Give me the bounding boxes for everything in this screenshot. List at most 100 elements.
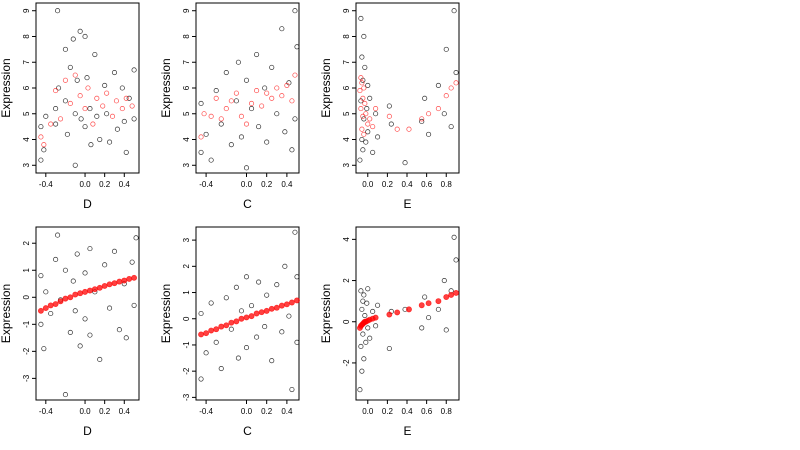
data-point	[48, 310, 54, 317]
x-tick-label: 0.4	[119, 180, 131, 189]
y-axis-title: Expression	[319, 284, 333, 343]
data-point	[218, 323, 225, 330]
y-tick-label: 1	[182, 290, 191, 295]
data-point	[357, 387, 363, 393]
data-point	[288, 299, 295, 306]
data-point	[269, 358, 275, 364]
data-point	[263, 307, 270, 314]
y-tick-label: 7	[342, 59, 351, 64]
y-tick-label: 2	[22, 240, 31, 245]
y-tick-label: 8	[22, 34, 31, 39]
data-point	[43, 113, 49, 119]
data-point	[213, 88, 219, 94]
y-tick-label: -1	[182, 341, 191, 349]
data-point	[238, 308, 244, 314]
data-point	[62, 77, 68, 83]
data-point	[273, 304, 280, 311]
data-point	[425, 300, 432, 307]
data-point	[422, 294, 428, 300]
data-point	[254, 334, 260, 340]
data-point	[360, 331, 366, 337]
data-point	[367, 116, 373, 122]
data-point	[100, 103, 106, 109]
series-1	[38, 232, 139, 398]
data-point	[294, 297, 300, 304]
panel-3: 0.0 0.2 0.4 0.6 0.8 3 4 5 6 7 8 9 E Expression	[319, 2, 460, 211]
data-point	[435, 82, 441, 88]
data-point	[426, 315, 432, 321]
data-point	[38, 157, 44, 163]
y-tick-label: 5	[22, 111, 31, 116]
data-point	[279, 93, 285, 99]
data-point	[213, 339, 219, 345]
data-point	[41, 346, 47, 352]
x-tick-label: -0.4	[39, 407, 53, 416]
data-point	[292, 72, 298, 78]
data-point	[56, 85, 62, 91]
x-tick-label: 0.0	[241, 180, 253, 189]
data-point	[223, 295, 229, 301]
data-point	[418, 302, 425, 309]
data-point	[286, 313, 292, 319]
y-tick-label: -2	[342, 359, 351, 367]
data-point	[111, 69, 118, 76]
panel-5: -0.4 0.0 0.2 0.4 -3 -2 -1 0 1 2 3 C Expression	[159, 226, 300, 438]
data-point	[448, 85, 454, 91]
data-point	[104, 111, 110, 117]
data-point	[365, 286, 371, 292]
data-point	[208, 327, 215, 334]
data-point	[386, 345, 392, 352]
data-point	[243, 77, 250, 83]
x-tick-label: -0.4	[39, 180, 53, 189]
x-tick-label: 0.4	[281, 180, 293, 189]
data-point	[198, 134, 204, 140]
data-point	[248, 100, 255, 107]
x-axis-title: C	[243, 424, 252, 438]
x-tick-label: 0.2	[99, 407, 111, 416]
panel-1: -0.4 0.0 0.2 0.4 3 4 5 6 7 8 9 D Expression	[0, 2, 140, 211]
data-point	[84, 75, 90, 81]
data-point	[116, 327, 122, 333]
data-point	[74, 77, 80, 83]
data-point	[82, 106, 88, 112]
y-axis-title: Expression	[0, 58, 13, 117]
plot-frame	[35, 226, 140, 401]
data-point	[453, 257, 459, 263]
series-2	[357, 75, 459, 137]
data-point	[402, 160, 408, 166]
data-point	[274, 282, 280, 288]
y-tick-label: -2	[22, 347, 31, 355]
data-point	[289, 98, 295, 104]
series-1	[198, 229, 300, 393]
x-tick-label: 0.8	[441, 180, 453, 189]
y-tick-label: 3	[182, 237, 191, 242]
data-point	[443, 294, 450, 300]
data-point	[365, 82, 371, 88]
data-point	[426, 131, 432, 137]
data-point	[375, 134, 381, 140]
data-point	[38, 124, 44, 130]
data-point	[453, 289, 460, 296]
data-point	[367, 95, 373, 101]
x-tick-label: 0.0	[362, 407, 374, 416]
data-point	[254, 51, 260, 58]
data-point	[38, 134, 44, 140]
data-point	[102, 262, 108, 268]
data-point	[388, 121, 394, 127]
data-point	[87, 246, 93, 252]
data-point	[119, 85, 125, 91]
data-point	[208, 157, 214, 163]
data-point	[113, 98, 119, 104]
data-point	[394, 309, 401, 316]
data-point	[359, 306, 365, 312]
data-point	[92, 51, 98, 58]
data-point	[82, 124, 88, 130]
data-point	[359, 80, 365, 86]
panel-2: -0.4 0.0 0.2 0.4 3 4 5 6 7 8 9 C Expression	[159, 2, 300, 211]
data-point	[37, 307, 44, 314]
data-point	[203, 131, 209, 137]
data-point	[131, 116, 137, 122]
data-point	[279, 26, 285, 32]
data-point	[243, 314, 250, 321]
y-tick-label: 9	[342, 8, 351, 13]
